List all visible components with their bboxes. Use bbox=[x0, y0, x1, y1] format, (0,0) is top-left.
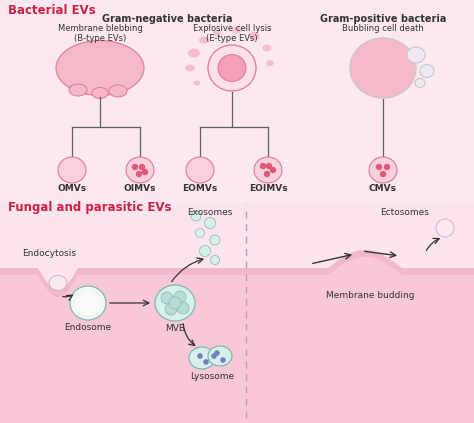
Text: Bacterial EVs: Bacterial EVs bbox=[8, 4, 96, 17]
Circle shape bbox=[139, 164, 145, 170]
Circle shape bbox=[174, 291, 186, 303]
Text: Fungal and parasitic EVs: Fungal and parasitic EVs bbox=[8, 201, 172, 214]
Ellipse shape bbox=[208, 45, 256, 91]
Bar bbox=[0, 0, 474, 203]
Ellipse shape bbox=[185, 64, 195, 71]
Ellipse shape bbox=[69, 84, 87, 96]
Ellipse shape bbox=[92, 88, 108, 99]
Ellipse shape bbox=[155, 285, 195, 321]
Ellipse shape bbox=[415, 79, 425, 88]
Ellipse shape bbox=[126, 157, 154, 183]
Ellipse shape bbox=[233, 27, 241, 33]
Circle shape bbox=[260, 163, 266, 169]
Text: OMVs: OMVs bbox=[57, 184, 87, 193]
Ellipse shape bbox=[266, 60, 274, 66]
Circle shape bbox=[220, 357, 226, 363]
Ellipse shape bbox=[56, 41, 144, 96]
Text: Exosomes: Exosomes bbox=[187, 208, 233, 217]
Ellipse shape bbox=[420, 64, 434, 77]
Circle shape bbox=[169, 297, 181, 309]
Text: MVB: MVB bbox=[165, 324, 185, 333]
Text: OIMVs: OIMVs bbox=[124, 184, 156, 193]
Ellipse shape bbox=[70, 286, 106, 320]
Polygon shape bbox=[0, 203, 250, 290]
Circle shape bbox=[266, 163, 272, 169]
Text: Ectosomes: Ectosomes bbox=[381, 208, 429, 217]
Text: EOIMVs: EOIMVs bbox=[249, 184, 287, 193]
Ellipse shape bbox=[208, 346, 232, 366]
Circle shape bbox=[142, 169, 148, 175]
Text: Endosome: Endosome bbox=[64, 323, 111, 332]
Ellipse shape bbox=[109, 85, 127, 97]
Circle shape bbox=[132, 164, 138, 170]
Text: Membrane blebbing
(B-type EVs): Membrane blebbing (B-type EVs) bbox=[58, 24, 142, 44]
Text: EOMVs: EOMVs bbox=[182, 184, 218, 193]
Text: Endocytosis: Endocytosis bbox=[22, 248, 76, 258]
Circle shape bbox=[197, 353, 203, 359]
Text: Explosive cell lysis
(E-type EVs): Explosive cell lysis (E-type EVs) bbox=[193, 24, 271, 44]
Ellipse shape bbox=[188, 49, 200, 58]
Circle shape bbox=[165, 303, 177, 315]
Ellipse shape bbox=[75, 291, 101, 315]
Circle shape bbox=[177, 302, 189, 314]
Circle shape bbox=[136, 171, 142, 177]
Text: Membrane budding: Membrane budding bbox=[326, 291, 414, 300]
Ellipse shape bbox=[248, 32, 259, 40]
Ellipse shape bbox=[254, 157, 282, 183]
Circle shape bbox=[264, 171, 270, 177]
Polygon shape bbox=[240, 203, 474, 268]
Circle shape bbox=[380, 171, 386, 177]
Ellipse shape bbox=[199, 36, 209, 44]
Circle shape bbox=[214, 350, 220, 356]
Ellipse shape bbox=[350, 38, 416, 98]
Circle shape bbox=[203, 359, 209, 365]
Ellipse shape bbox=[218, 55, 246, 82]
Text: CMVs: CMVs bbox=[369, 184, 397, 193]
Circle shape bbox=[210, 235, 220, 245]
Circle shape bbox=[211, 353, 217, 359]
Text: Gram-positive bacteria: Gram-positive bacteria bbox=[320, 14, 446, 24]
Text: Bubbling cell death: Bubbling cell death bbox=[342, 24, 424, 33]
Ellipse shape bbox=[263, 44, 272, 52]
Circle shape bbox=[195, 228, 204, 237]
Circle shape bbox=[384, 164, 390, 170]
Ellipse shape bbox=[193, 80, 201, 85]
Ellipse shape bbox=[189, 347, 215, 369]
Circle shape bbox=[270, 167, 276, 173]
Text: Gram-negative bacteria: Gram-negative bacteria bbox=[102, 14, 232, 24]
Circle shape bbox=[436, 219, 454, 237]
Ellipse shape bbox=[58, 157, 86, 183]
Ellipse shape bbox=[186, 157, 214, 183]
Ellipse shape bbox=[407, 47, 425, 63]
Ellipse shape bbox=[213, 30, 221, 36]
Circle shape bbox=[204, 217, 216, 228]
Text: Lysosome: Lysosome bbox=[190, 372, 234, 381]
Bar bbox=[0, 203, 474, 423]
Ellipse shape bbox=[49, 275, 67, 291]
Ellipse shape bbox=[369, 157, 397, 183]
Circle shape bbox=[200, 245, 210, 256]
Circle shape bbox=[210, 255, 219, 264]
Circle shape bbox=[376, 164, 382, 170]
Circle shape bbox=[161, 292, 173, 304]
Circle shape bbox=[191, 211, 201, 221]
